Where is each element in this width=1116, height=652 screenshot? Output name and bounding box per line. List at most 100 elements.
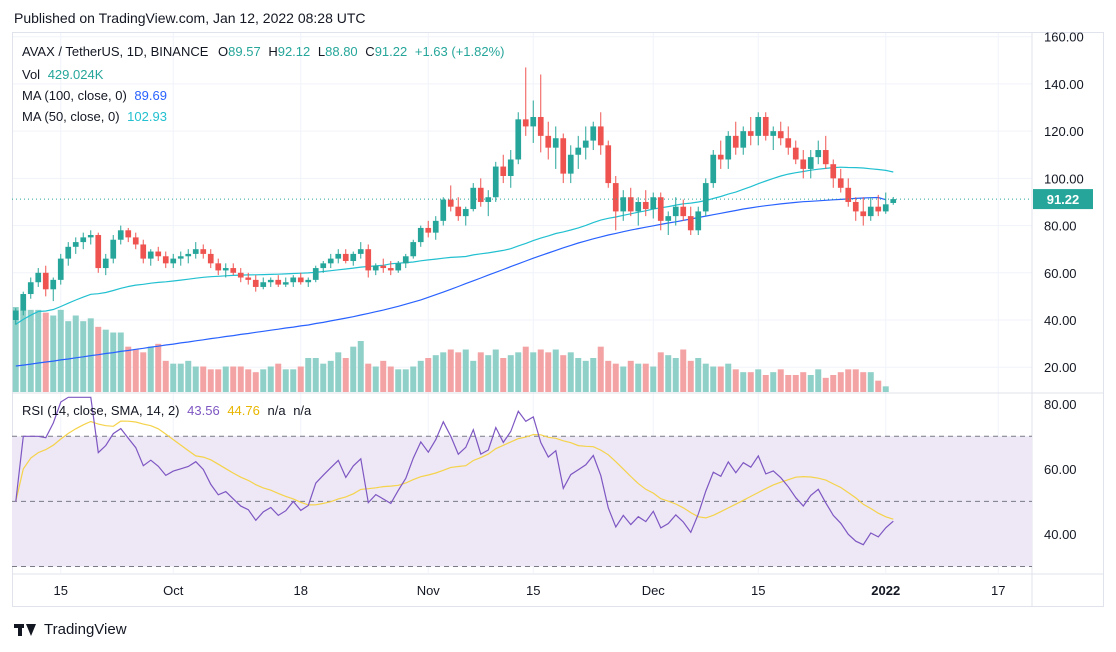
candle-body: [800, 159, 807, 169]
volume-bar: [455, 352, 462, 392]
ma50-legend: MA (50, close, 0) 102.93: [22, 109, 167, 124]
candle-body: [87, 235, 94, 238]
candle-body: [447, 199, 454, 207]
volume-bar: [710, 366, 717, 392]
footer-brand[interactable]: TradingView: [14, 621, 127, 638]
volume-bar: [342, 358, 349, 392]
volume-bar: [117, 332, 124, 392]
candle-body: [200, 249, 207, 254]
rsi-sma-value: 44.76: [227, 403, 260, 418]
candle-body: [417, 227, 424, 243]
volume-bar: [170, 363, 177, 392]
candle-body: [327, 258, 334, 264]
volume-bar: [635, 363, 642, 392]
candle-body: [665, 216, 672, 221]
candle-body: [207, 253, 214, 264]
volume-bar: [132, 349, 139, 392]
volume-bar: [110, 332, 117, 392]
candle-body: [462, 209, 469, 217]
volume-bar: [462, 349, 469, 392]
rsi-label: RSI (14, close, SMA, 14, 2): [22, 403, 180, 418]
time-tick-label: Dec: [642, 583, 666, 598]
candle-body: [282, 282, 289, 285]
volume-bar: [665, 355, 672, 392]
candle-body: [402, 256, 409, 264]
volume-bar: [500, 358, 507, 392]
candle-body: [777, 131, 784, 139]
candle-body: [530, 116, 537, 127]
candle-body: [222, 268, 229, 271]
ohlc-high-label: H: [268, 44, 278, 59]
volume-bar: [365, 363, 372, 392]
volume-bar: [777, 369, 784, 392]
volume-bar: [590, 358, 597, 392]
candle-body: [117, 230, 124, 240]
volume-bar: [680, 349, 687, 392]
volume-bar: [162, 360, 169, 392]
volume-bar: [507, 355, 514, 392]
rsi-na-1: n/a: [267, 403, 286, 418]
volume-bar: [72, 315, 79, 392]
candle-body: [387, 268, 394, 271]
volume-bar: [380, 360, 387, 392]
candle-body: [312, 268, 319, 280]
volume-bar: [357, 341, 364, 392]
volume-bar: [65, 321, 72, 392]
volume-bar: [432, 355, 439, 392]
candle-body: [102, 258, 109, 269]
price-chart-svg[interactable]: 160.00 140.00 120.00 100.00 80.00 60.00 40.00 2…: [12, 30, 1104, 607]
rsi-na-2: n/a: [293, 403, 312, 418]
volume-bar: [672, 358, 679, 392]
candle-body: [380, 265, 387, 269]
current-price-tag-label: 91.22: [1047, 192, 1080, 207]
rsi-value: 43.56: [187, 403, 220, 418]
symbol-legend: AVAX / TetherUS, 1D, BINANCE O89.57 H92.…: [22, 44, 504, 59]
candle-body: [440, 199, 447, 221]
candle-body: [492, 166, 499, 198]
candle-body: [717, 154, 724, 160]
volume-bar: [552, 349, 559, 392]
volume-bar: [140, 352, 147, 392]
rsi-sma-line: [15, 420, 894, 520]
current-price-tag: [1033, 189, 1093, 210]
candle-body: [747, 131, 754, 136]
candle-body: [267, 279, 274, 283]
volume-bar: [770, 372, 777, 392]
candle-body: [890, 199, 897, 203]
candle-body: [500, 166, 507, 176]
candle-body: [852, 201, 859, 212]
volume-bar: [545, 352, 552, 392]
volume-bar: [492, 349, 499, 392]
candle-body: [867, 206, 874, 217]
volume-bar: [57, 309, 64, 392]
candle-body: [830, 164, 837, 179]
candle-body: [245, 277, 252, 280]
candle-body: [110, 239, 117, 259]
candle-body: [485, 197, 492, 202]
candle-body: [537, 116, 544, 136]
volume-bar: [350, 346, 357, 392]
volume-bar: [372, 366, 379, 392]
ma50-line: [15, 166, 894, 325]
volume-bar: [522, 346, 529, 392]
candle-body: [650, 197, 657, 210]
volume-bar: [530, 352, 537, 392]
candle-body: [822, 150, 829, 165]
candle-body: [627, 197, 634, 212]
candle-body: [27, 282, 34, 295]
volume-bar: [417, 360, 424, 392]
volume-bar: [207, 369, 214, 392]
volume-bar: [102, 329, 109, 392]
volume-bar: [537, 349, 544, 392]
candle-body: [560, 138, 567, 174]
volume-bar: [387, 366, 394, 392]
volume-value: 429.024K: [47, 67, 104, 82]
candle-body: [260, 282, 267, 287]
candle-body: [837, 178, 844, 188]
volume-bar: [440, 352, 447, 392]
price-tick-label: 100.00: [1044, 171, 1084, 186]
volume-bar: [125, 346, 132, 392]
candle-body: [215, 263, 222, 271]
candle-body: [230, 268, 237, 273]
chart-area[interactable]: 160.00 140.00 120.00 100.00 80.00 60.00 40.00 2…: [12, 30, 1104, 607]
